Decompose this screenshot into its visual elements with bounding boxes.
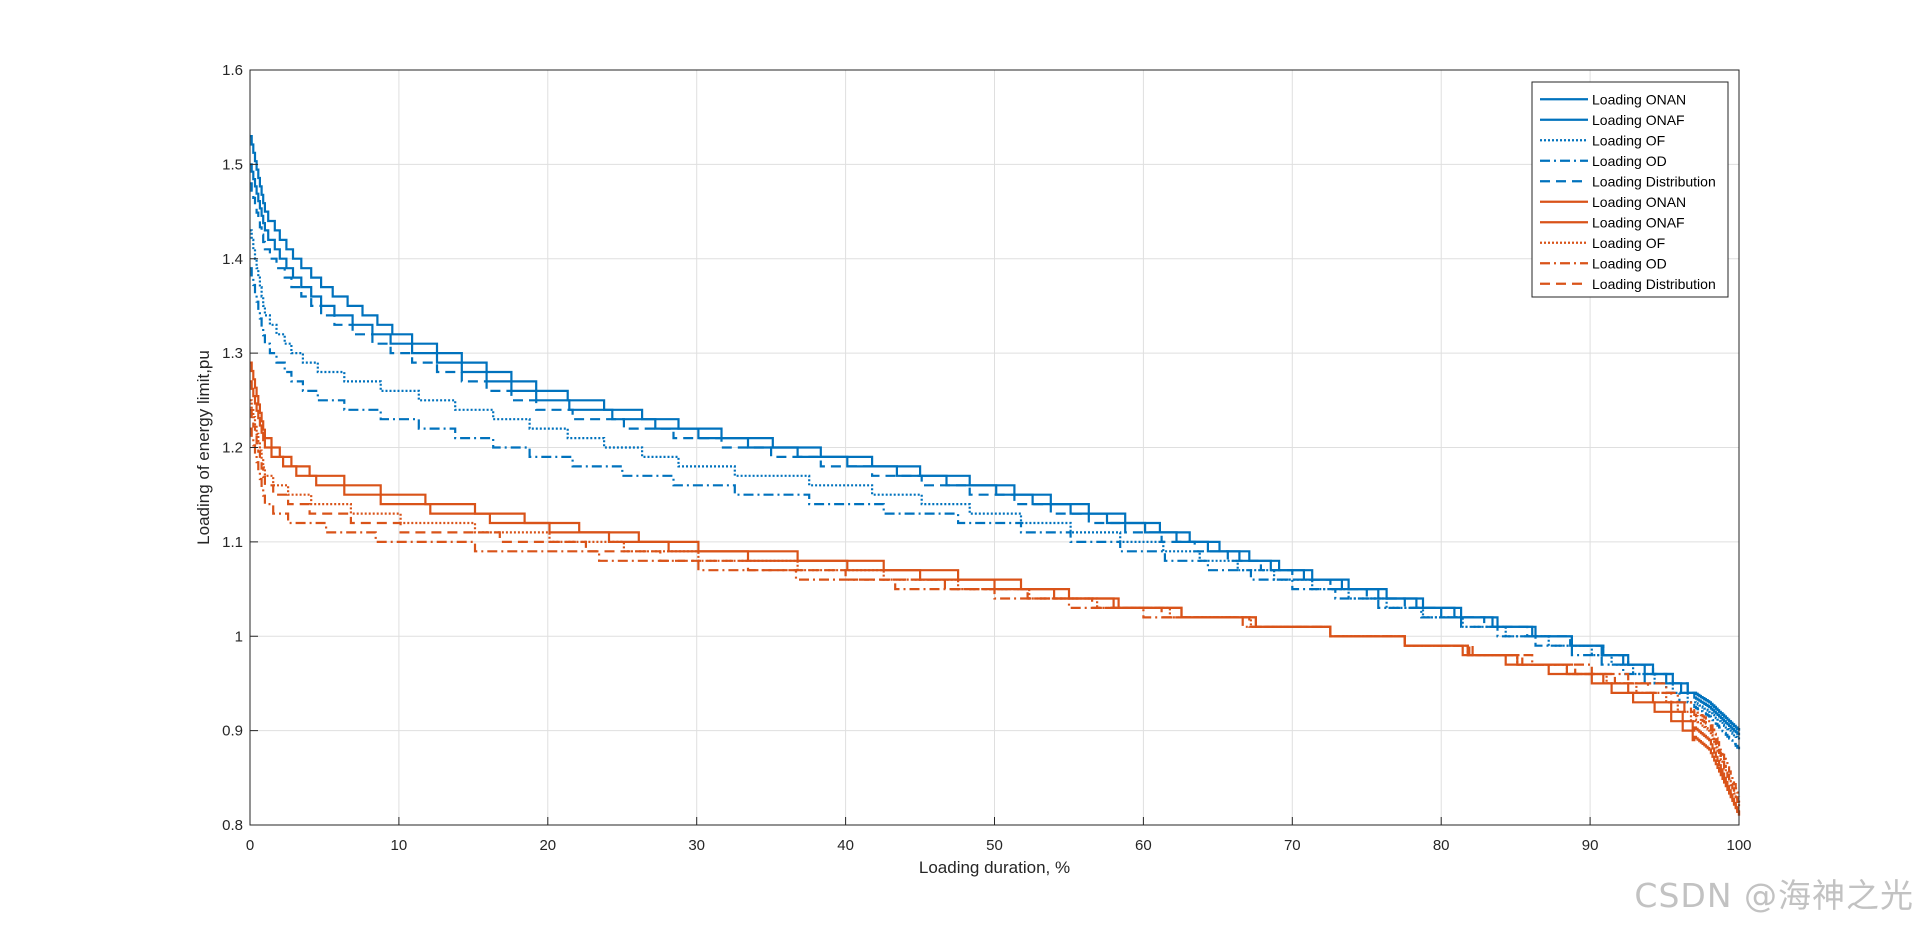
x-tick-label: 60 [1135, 837, 1152, 854]
x-axis-label: Loading duration, % [919, 858, 1070, 877]
y-tick-label: 0.9 [222, 723, 243, 740]
legend-entry: Loading OF [1592, 132, 1665, 148]
x-tick-label: 10 [391, 837, 408, 854]
y-tick-label: 1.6 [222, 62, 243, 79]
series-line [250, 427, 1741, 797]
series-layer [250, 135, 1741, 816]
legend-box [1531, 81, 1729, 298]
x-tick-label: 90 [1582, 837, 1599, 854]
x-tick-label: 70 [1284, 837, 1301, 854]
x-tick-label: 0 [246, 837, 254, 854]
series-line [250, 399, 1741, 807]
y-tick-label: 1.4 [222, 251, 243, 268]
y-tick-label: 1 [235, 628, 243, 645]
legend-entry: Loading ONAF [1592, 112, 1685, 128]
x-tick-label: 80 [1433, 837, 1450, 854]
y-tick-label: 1.3 [222, 345, 243, 362]
series-line [250, 182, 1741, 731]
x-tick-label: 20 [539, 837, 556, 854]
legend-entry: Loading OF [1592, 235, 1665, 251]
x-tick-label: 40 [837, 837, 854, 854]
y-tick-label: 1.2 [222, 440, 243, 457]
watermark: CSDN @海神之光 [1634, 876, 1914, 915]
legend-entry: Loading Distribution [1592, 173, 1716, 189]
legend-entry: Loading ONAN [1592, 194, 1686, 210]
legend-entry: Loading Distribution [1592, 276, 1716, 292]
legend: Loading ONAN Loading ONAF Loading OF Loadin… [1531, 81, 1729, 298]
y-axis-label: Loading of energy limit,pu [194, 350, 213, 545]
y-tick-label: 0.8 [222, 817, 243, 834]
x-tick-label: 50 [986, 837, 1003, 854]
x-tick-label: 100 [1726, 837, 1751, 854]
axes: 0 10 20 30 40 50 60 70 80 90 100 0.8 0.9 1 1.1 1.2 1.3 1.… [222, 62, 1751, 854]
legend-entry: Loading OD [1592, 153, 1667, 169]
y-tick-label: 1.1 [222, 534, 243, 551]
legend-entry: Loading ONAF [1592, 214, 1685, 230]
y-tick-label: 1.5 [222, 156, 243, 173]
x-tick-label: 30 [688, 837, 705, 854]
legend-entry: Loading ONAN [1592, 91, 1686, 107]
legend-entry: Loading OD [1592, 255, 1667, 271]
